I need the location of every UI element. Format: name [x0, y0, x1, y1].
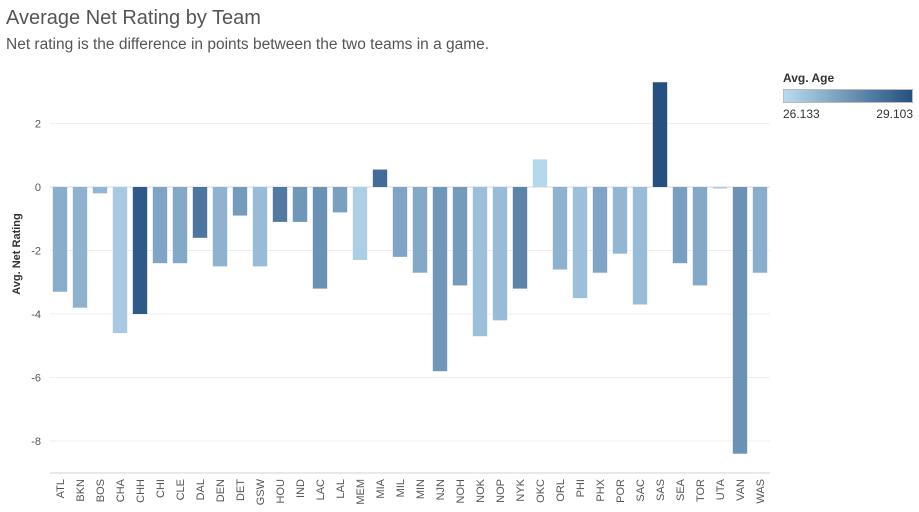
x-tick-label: CHH — [135, 479, 147, 503]
bar-bos[interactable] — [92, 187, 108, 194]
x-tick-label: LAC — [315, 479, 327, 500]
bar-det[interactable] — [232, 187, 248, 216]
x-tick-label: NOK — [475, 478, 487, 503]
bar-lac[interactable] — [312, 187, 328, 289]
x-tick-label: MIL — [395, 479, 407, 497]
bar-sac[interactable] — [632, 187, 648, 305]
x-tick-label: ATL — [55, 479, 67, 498]
y-axis-label: Avg. Net Rating — [11, 213, 23, 295]
x-tick-label: MIN — [415, 479, 427, 499]
x-axis-ticks: ATL BKN BOS CHA CHH CHI CLE DAL DEN DET GSW HOU IND L… — [55, 478, 767, 505]
bar-den[interactable] — [212, 187, 228, 267]
x-tick-label: DAL — [195, 479, 207, 500]
bar-phi[interactable] — [572, 187, 588, 299]
bar-lal[interactable] — [332, 187, 348, 213]
x-tick-label: PHI — [575, 479, 587, 497]
bar-chi[interactable] — [152, 187, 168, 264]
bar-nyk[interactable] — [512, 187, 528, 289]
x-tick-label: NYK — [515, 478, 527, 501]
bar-dal[interactable] — [192, 187, 208, 238]
bar-cha[interactable] — [112, 187, 128, 334]
x-tick-label: BOS — [95, 479, 107, 502]
bar-sea[interactable] — [672, 187, 688, 264]
legend-max-label: 29.103 — [876, 107, 913, 121]
bar-hou[interactable] — [272, 187, 288, 222]
y-tick-label: -8 — [31, 436, 41, 448]
gridlines — [50, 123, 770, 474]
bar-mil[interactable] — [392, 187, 408, 257]
x-tick-label: DEN — [215, 479, 227, 502]
x-tick-label: GSW — [255, 478, 267, 505]
x-tick-label: SAS — [655, 479, 667, 501]
bar-nok[interactable] — [472, 187, 488, 337]
x-tick-label: CHA — [115, 478, 127, 502]
legend-min-label: 26.133 — [783, 107, 820, 121]
chart-title: Average Net Rating by Team — [6, 7, 261, 29]
x-tick-label: NOP — [495, 479, 507, 503]
bar-gsw[interactable] — [252, 187, 268, 267]
bar-van[interactable] — [732, 187, 748, 454]
bar-chh[interactable] — [132, 187, 148, 314]
x-tick-label: IND — [295, 479, 307, 498]
x-tick-label: MEM — [355, 479, 367, 505]
x-tick-label: WAS — [755, 479, 767, 504]
x-tick-label: SAC — [635, 479, 647, 502]
y-tick-label: -2 — [31, 246, 41, 258]
bars — [52, 82, 768, 454]
x-tick-label: CHI — [155, 479, 167, 498]
x-tick-label: DET — [235, 479, 247, 501]
x-tick-label: TOR — [695, 479, 707, 502]
x-tick-label: CLE — [175, 479, 187, 500]
x-tick-label: MIA — [375, 478, 387, 498]
bar-atl[interactable] — [52, 187, 68, 292]
bar-orl[interactable] — [552, 187, 568, 270]
x-tick-label: NOH — [455, 479, 467, 504]
bar-nop[interactable] — [492, 187, 508, 321]
x-tick-label: UTA — [715, 478, 727, 500]
x-tick-label: OKC — [535, 479, 547, 503]
x-tick-label: VAN — [735, 479, 747, 501]
bar-uta[interactable] — [712, 187, 728, 189]
x-tick-label: POR — [615, 479, 627, 503]
x-tick-label: ORL — [555, 479, 567, 502]
y-tick-label: 2 — [35, 119, 41, 131]
y-tick-label: 0 — [35, 182, 41, 194]
x-tick-label: LAL — [335, 479, 347, 499]
x-tick-label: SEA — [675, 478, 687, 501]
bar-min[interactable] — [412, 187, 428, 273]
y-axis-ticks: 2 0 -2 -4 -6 -8 — [31, 119, 41, 449]
bar-bkn[interactable] — [72, 187, 88, 308]
bar-cle[interactable] — [172, 187, 188, 264]
bar-ind[interactable] — [292, 187, 308, 222]
y-tick-label: -6 — [31, 373, 41, 385]
bar-phx[interactable] — [592, 187, 608, 273]
bar-okc[interactable] — [532, 159, 548, 187]
chart-subtitle: Net rating is the difference in points b… — [6, 36, 490, 53]
x-tick-label: BKN — [75, 479, 87, 502]
bar-noh[interactable] — [452, 187, 468, 286]
x-tick-label: HOU — [275, 479, 287, 504]
legend-color-gradient — [783, 89, 913, 103]
bar-por[interactable] — [612, 187, 628, 254]
bar-mem[interactable] — [352, 187, 368, 261]
bar-mia[interactable] — [372, 169, 388, 187]
bar-njn[interactable] — [432, 187, 448, 372]
y-tick-label: -4 — [31, 309, 41, 321]
bar-tor[interactable] — [692, 187, 708, 286]
x-tick-label: PHX — [595, 478, 607, 501]
x-tick-label: NJN — [435, 479, 447, 500]
legend-title: Avg. Age — [783, 71, 835, 85]
bar-was[interactable] — [752, 187, 768, 273]
bar-sas[interactable] — [652, 82, 668, 187]
